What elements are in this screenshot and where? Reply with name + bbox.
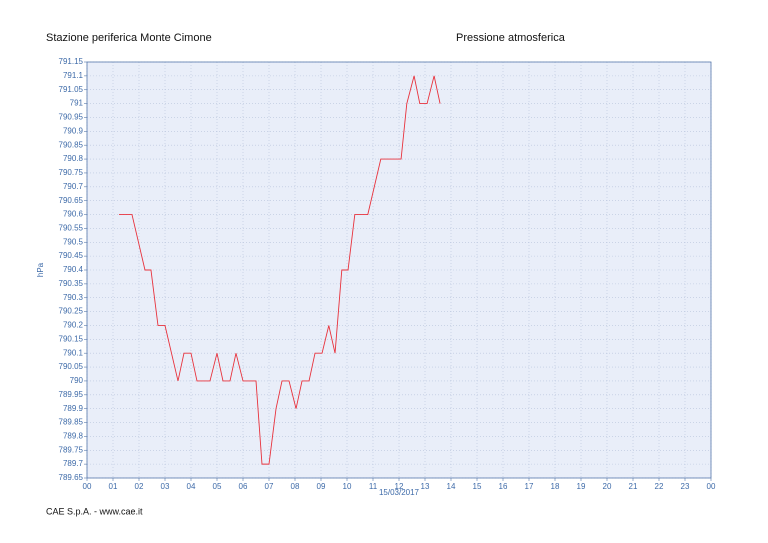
y-tick-label: 790.85 xyxy=(59,140,84,149)
x-tick-label: 09 xyxy=(317,482,326,491)
x-tick-label: 23 xyxy=(681,482,690,491)
x-tick-label: 17 xyxy=(525,482,534,491)
y-tick-label: 790 xyxy=(70,376,84,385)
y-tick-label: 790.8 xyxy=(63,154,84,163)
y-tick-label: 791.05 xyxy=(59,85,84,94)
x-tick-label: 19 xyxy=(577,482,586,491)
y-tick-label: 790.25 xyxy=(59,307,84,316)
x-tick-label: 00 xyxy=(707,482,716,491)
x-tick-label: 06 xyxy=(239,482,248,491)
x-axis-label: 15/03/2017 xyxy=(379,488,420,497)
y-tick-label: 790.5 xyxy=(63,237,84,246)
x-tick-label: 14 xyxy=(447,482,456,491)
y-tick-label: 790.4 xyxy=(63,265,84,274)
y-tick-label: 789.8 xyxy=(63,432,84,441)
x-tick-label: 22 xyxy=(655,482,664,491)
y-tick-label: 791.15 xyxy=(59,57,84,66)
y-tick-label: 790.9 xyxy=(63,126,84,135)
x-tick-label: 10 xyxy=(343,482,352,491)
data-line xyxy=(118,75,441,465)
x-tick-label: 03 xyxy=(161,482,170,491)
x-tick-label: 05 xyxy=(213,482,222,491)
chart-subtitle: Pressione atmosferica xyxy=(456,32,566,44)
x-tick-label: 15 xyxy=(473,482,482,491)
y-tick-label: 791.1 xyxy=(63,71,84,80)
y-tick-label: 789.75 xyxy=(59,445,84,454)
y-tick-label: 790.7 xyxy=(63,182,84,191)
chart-title: Stazione periferica Monte Cimone xyxy=(46,32,212,44)
y-tick-label: 790.3 xyxy=(63,293,84,302)
x-tick-label: 18 xyxy=(551,482,560,491)
x-tick-label: 20 xyxy=(603,482,612,491)
x-tick-label: 02 xyxy=(135,482,144,491)
plot-frame xyxy=(86,61,712,479)
y-tick-label: 790.75 xyxy=(59,168,84,177)
y-tick-label: 790.15 xyxy=(59,334,84,343)
y-tick-label: 789.95 xyxy=(59,390,84,399)
x-tick-label: 16 xyxy=(499,482,508,491)
y-tick-label: 790.35 xyxy=(59,279,84,288)
y-tick-label: 790.45 xyxy=(59,251,84,260)
y-tick-label: 789.65 xyxy=(59,473,84,482)
y-tick-label: 790.95 xyxy=(59,113,84,122)
footer: CAE S.p.A. - www.cae.it xyxy=(46,506,143,516)
y-axis-label: hPa xyxy=(36,262,45,277)
y-tick-label: 789.7 xyxy=(63,459,84,468)
y-tick-label: 790.55 xyxy=(59,224,84,233)
x-tick-label: 12 xyxy=(395,482,404,491)
x-tick-label: 01 xyxy=(109,482,118,491)
x-tick-label: 13 xyxy=(421,482,430,491)
x-tick-label: 00 xyxy=(83,482,92,491)
x-tick-label: 08 xyxy=(291,482,300,491)
x-tick-label: 04 xyxy=(187,482,196,491)
y-tick-label: 790.6 xyxy=(63,210,84,219)
x-tick-label: 07 xyxy=(265,482,274,491)
y-tick-label: 790.05 xyxy=(59,362,84,371)
x-tick-label: 21 xyxy=(629,482,638,491)
y-tick-label: 790.2 xyxy=(63,321,84,330)
y-tick-label: 789.85 xyxy=(59,418,84,427)
y-tick-label: 789.9 xyxy=(63,404,84,413)
y-tick-label: 791 xyxy=(70,99,84,108)
y-tick-label: 790.65 xyxy=(59,196,84,205)
x-tick-label: 11 xyxy=(369,482,378,491)
y-tick-label: 790.1 xyxy=(63,348,84,357)
